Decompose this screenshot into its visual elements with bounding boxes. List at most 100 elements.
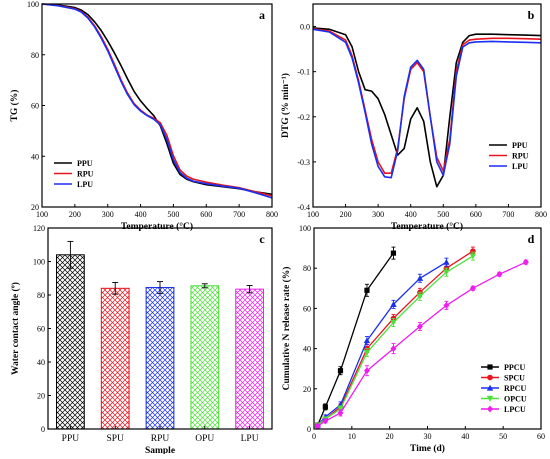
panel-c-letter: c [259,232,265,246]
panel-d-series-line-opcu [317,255,474,426]
panel-d-data-point-opcu [416,293,424,300]
panel-c-contact-angle-chart: PPU SPU RPU OPU LPU 0 20 40 60 80 100 120 Sample Wate… [10,224,273,456]
panel-c-bar-rpu [145,286,175,430]
panel-c-bar-opu [190,285,220,430]
panel-a-legend-label: LPU [77,180,93,189]
panel-d-x-tick-label: 30 [424,432,432,441]
panel-d-data-point-lpcu [522,258,529,266]
panel-d-data-point-rpcu [390,301,397,307]
panel-d-legend-label: RPCU [504,384,526,393]
panel-a-x-tick-label: 600 [200,210,212,219]
panel-b-y-axis-label: DTG (% min⁻¹) [280,73,291,138]
panel-d-data-point-lpcu [496,270,503,278]
panel-d-x-tick-label: 50 [499,432,507,441]
panel-d-y-tick-label: 20 [303,385,311,394]
panel-d-series-line-ppcu [317,252,394,426]
panel-c-y-axis-label: Water contact angle (º) [10,282,21,375]
panel-d-data-point-opcu [443,269,450,276]
panel-a-x-tick-label: 200 [69,210,81,219]
panel-d-x-tick-label: 20 [386,432,394,441]
panel-d-legend-marker [487,374,493,381]
panel-a-x-tick-label: 700 [233,210,245,219]
panel-d-data-point-opcu [469,253,477,260]
panel-b-x-tick-label: 500 [437,210,449,219]
panel-b-x-tick-label: 300 [372,210,384,219]
panel-b-y-tick-label: -0.4 [297,203,310,212]
panel-a-tg-chart: 100 200 300 400 500 600 700 800 20 40 60 80 100 Tempe… [9,0,278,232]
panel-d-data-point-opcu [363,350,371,356]
panel-d-data-point-lpcu [363,367,370,375]
panel-d-data-point-lpcu [314,422,321,430]
panel-b-x-tick-label: 100 [307,210,319,219]
panel-c-y-tick-label: 20 [37,392,45,401]
panel-d-y-tick-label: 100 [299,224,311,233]
panel-a-letter: a [259,8,265,22]
panel-a-y-tick-label: 40 [31,152,39,161]
panel-d-legend-label: PPCU [504,363,526,372]
panel-a-x-tick-label: 300 [102,210,114,219]
panel-d-data-point-ppcu [364,287,370,293]
panel-d-x-axis-label: Time (d) [410,443,445,454]
panel-b-dtg-chart: 100 200 300 400 500 600 700 800 -0.4 -0.3 -0.2 -0.1… [280,3,547,232]
panel-c-bar-ppu [56,254,85,430]
panel-a-y-tick-label: 60 [31,102,39,111]
panel-b-y-tick-label: -0.3 [297,158,310,167]
panel-a-y-tick-label: 80 [31,51,39,60]
panel-c-bar-spu [100,287,130,430]
panel-b-series-line-lpu [312,28,542,179]
panel-d-data-point-ppcu [322,404,328,410]
panel-b-y-tick-label: 0.0 [300,23,310,32]
panel-d-y-tick-label: 0 [307,425,311,434]
panel-d-legend-marker [487,364,493,370]
panel-d-y-tick-label: 60 [303,304,311,313]
panel-d-y-tick-label: 40 [303,345,311,354]
panel-d-x-tick-label: 0 [312,432,316,441]
panel-c-x-axis-label: Sample [145,446,175,454]
panel-a-y-tick-label: 20 [31,203,39,212]
panel-b-x-tick-label: 200 [340,210,352,219]
panel-d-data-point-lpcu [390,345,397,352]
panel-c-y-tick-label: 40 [37,358,45,367]
panel-a-series-line-lpu [41,3,273,199]
panel-d-series-line-lpcu [317,261,527,427]
panel-c-y-tick-label: 100 [33,258,45,267]
panel-b-x-axis-label: Temperature (°C) [391,221,463,232]
panel-b-y-tick-label: -0.1 [297,68,310,77]
panel-d-data-point-lpcu [416,323,423,330]
panel-d-data-point-opcu [390,319,397,326]
panel-c-bar-lpu [235,288,264,430]
panel-a-y-axis-label: TG (%) [9,90,20,122]
panel-b-y-tick-label: -0.2 [297,113,310,122]
panel-c-category-label: LPU [241,434,259,444]
panel-d-data-point-ppcu [337,368,344,374]
panel-b-x-tick-label: 800 [535,210,547,219]
panel-d-data-point-opcu [337,406,344,413]
panel-d-legend-marker [486,395,494,402]
panel-b-legend-label: PPU [512,141,528,150]
panel-b-x-tick-label: 400 [405,210,417,219]
panel-c-y-tick-label: 60 [37,325,45,334]
panel-d-data-point-lpcu [337,409,344,417]
panel-d-data-point-rpcu [443,258,450,265]
panel-d-x-tick-label: 10 [348,432,356,441]
panel-d-series-line-spcu [317,250,474,426]
panel-c-category-label: OPU [195,434,214,444]
panel-b-letter: b [528,8,535,22]
panel-d-data-point-lpcu [469,284,476,292]
panel-d-data-point-rpcu [416,275,424,281]
panel-c-y-tick-label: 120 [33,224,45,233]
panel-d-legend-label: OPCU [504,395,527,404]
panel-a-legend-label: PPU [77,159,93,168]
panel-b-x-tick-label: 600 [470,210,482,219]
panel-b-series-line-rpu [312,28,542,174]
panel-d-data-point-lpcu [443,301,450,309]
panel-d-y-tick-label: 80 [303,264,311,273]
panel-d-y-axis-label: Cumulative N release rate (%) [281,267,292,391]
panel-b-series-line-ppu [312,27,542,188]
panel-d-legend-label: SPCU [504,374,525,383]
panel-a-x-axis-label: Temperature (°C) [121,221,193,232]
panel-d-legend-label: LPCU [504,405,526,414]
panel-d-x-tick-label: 60 [537,432,545,441]
